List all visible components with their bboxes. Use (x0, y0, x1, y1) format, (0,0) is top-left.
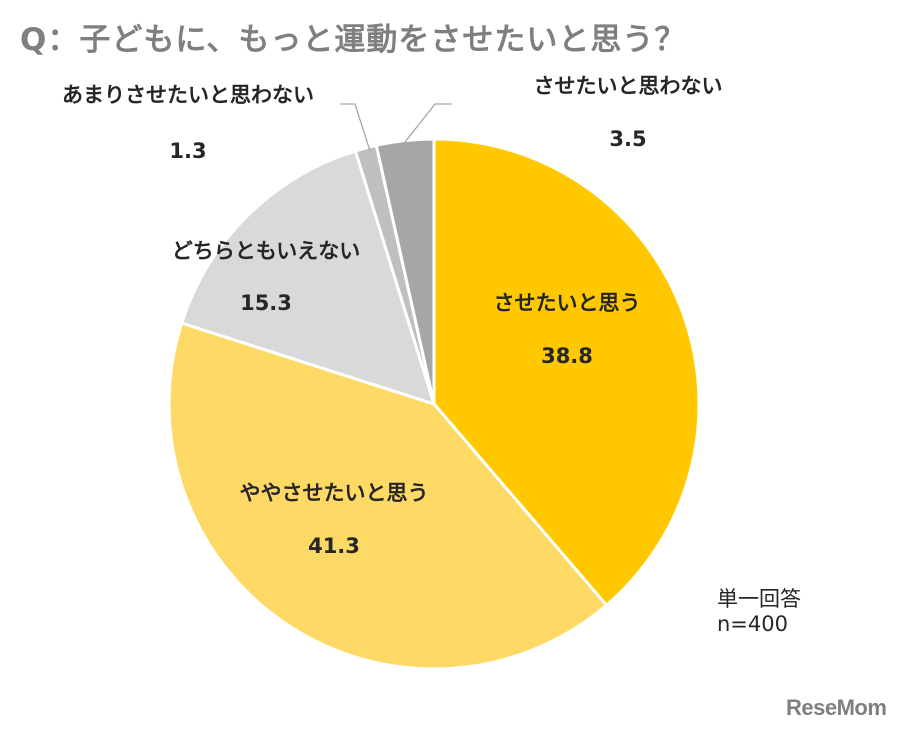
slice-label-5: させたいと思わない (534, 74, 723, 98)
slice-value-1: 38.8 (541, 344, 593, 368)
pie-slice-1 (432, 137, 701, 608)
slice-label-3: どちらともいえない (172, 239, 361, 263)
slice-label-2: ややさせたいと思う (240, 481, 429, 505)
leader-line-4 (340, 103, 371, 152)
leader-line-5 (404, 103, 452, 143)
pie-slice-2 (167, 321, 609, 671)
resemom-logo: ReseMom (786, 695, 887, 720)
slice-label-4: あまりさせたいと思わない (62, 83, 314, 107)
pie-slice-3 (179, 149, 437, 407)
slice-value-4: 1.3 (169, 139, 206, 163)
slice-label-1: させたいと思う (494, 291, 641, 315)
slice-value-3: 15.3 (240, 291, 292, 315)
sample-size-note: n=400 (717, 612, 788, 636)
slice-value-5: 3.5 (609, 127, 646, 151)
chart-title: Q：子どもに、もっと運動をさせたいと思う？ (20, 22, 687, 58)
answer-type-note: 単一回答 (717, 587, 801, 611)
slice-value-2: 41.3 (308, 534, 360, 558)
pie-slice-5 (374, 137, 436, 405)
